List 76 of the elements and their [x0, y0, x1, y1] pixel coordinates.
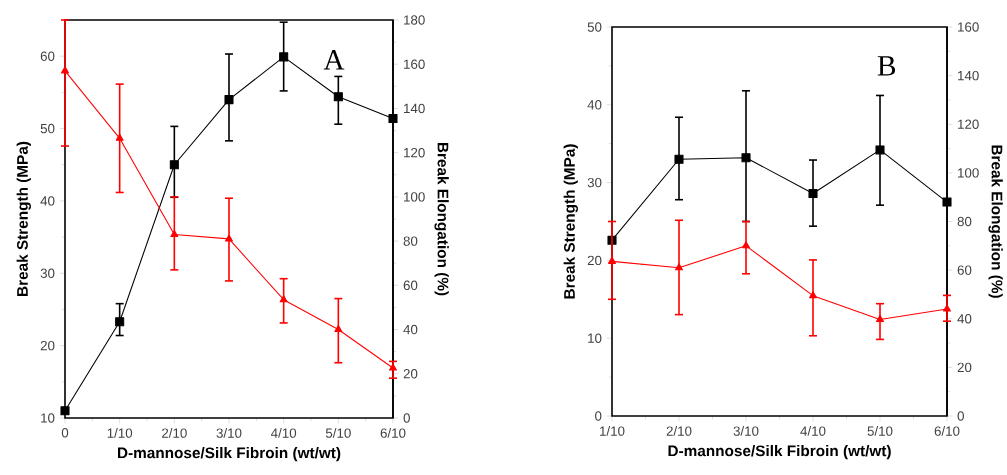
annotation: A	[323, 50, 345, 70]
x-tick-label: 1/10	[107, 428, 133, 438]
y2-tick-label: 140	[958, 70, 979, 81]
y2-tick-label: 40	[957, 314, 972, 324]
y-tick-label: 40	[587, 100, 602, 110]
point	[942, 197, 952, 207]
point	[170, 229, 179, 238]
x-tick-label: 4/10	[271, 428, 297, 438]
x-tick-label: 3/10	[733, 426, 759, 436]
point	[943, 304, 952, 312]
x-tick-label: 6/10	[934, 426, 960, 436]
y-tick-label: 10	[588, 333, 602, 343]
point	[875, 145, 885, 155]
point	[115, 133, 124, 141]
y-axis-title: Break Strength (MPa)	[16, 141, 31, 296]
y2-tick-label: 160	[404, 59, 425, 69]
y-tick-label: 30	[587, 177, 602, 188]
y2-tick-label: 100	[404, 192, 425, 202]
x-tick-label: 0	[61, 428, 69, 438]
x-tick-label: 1/10	[600, 426, 625, 436]
y2-tick-label: 120	[958, 119, 979, 129]
point	[115, 317, 125, 327]
y2-tick-label: 140	[404, 103, 425, 114]
x-axis-title: D-mannose/Silk Fibroin (wt/wt)	[668, 445, 891, 460]
point	[224, 95, 234, 105]
point	[279, 52, 289, 62]
y2-tick-label: 0	[403, 413, 410, 423]
point	[742, 241, 751, 249]
point	[809, 291, 818, 299]
x-tick-label: 6/10	[380, 428, 406, 438]
y2-tick-label: 80	[957, 216, 972, 227]
y2-tick-label: 180	[404, 15, 425, 25]
x-tick-label: 3/10	[216, 428, 242, 438]
y2-tick-label: 40	[403, 324, 418, 335]
point	[334, 325, 343, 333]
y-tick-label: 50	[587, 22, 602, 32]
y2-tick-label: 20	[957, 362, 972, 373]
point	[876, 314, 885, 323]
y-tick-label: 0	[595, 411, 602, 421]
y-tick-label: 20	[587, 255, 602, 266]
point	[674, 154, 684, 164]
x-axis-title: D-mannose/Silk Fibroin (wt/wt)	[118, 447, 341, 462]
y-tick-label: 40	[40, 196, 55, 206]
point	[60, 406, 70, 416]
y-tick-label: 10	[41, 413, 55, 423]
y2-tick-label: 160	[958, 22, 979, 32]
point	[169, 160, 179, 170]
y2-axis-title: Break Elongation (%)	[434, 142, 449, 296]
point	[388, 363, 397, 371]
y-tick-label: 20	[40, 340, 55, 351]
y2-tick-label: 120	[404, 147, 425, 158]
annotation: B	[877, 56, 896, 76]
y-axis-title: Break Strength (MPa)	[563, 144, 578, 299]
point	[741, 153, 751, 163]
point	[333, 92, 343, 102]
y-tick-label: 60	[40, 51, 55, 61]
y-tick-label: 30	[40, 268, 55, 278]
point	[61, 66, 69, 74]
x-tick-label: 2/10	[162, 428, 187, 438]
y2-tick-label: 0	[957, 411, 964, 421]
y2-axis-title: Break Elongation (%)	[988, 145, 1003, 298]
x-tick-label: 2/10	[666, 426, 692, 436]
y-tick-label: 50	[40, 123, 55, 134]
point	[675, 263, 684, 271]
point	[808, 188, 818, 199]
x-tick-label: 5/10	[325, 428, 351, 438]
point	[279, 295, 288, 303]
x-tick-label: 4/10	[800, 426, 826, 436]
y2-tick-label: 100	[958, 168, 979, 178]
point	[224, 234, 233, 242]
y2-tick-label: 20	[403, 369, 418, 379]
y2-tick-label: 60	[957, 265, 972, 275]
y2-tick-label: 80	[403, 236, 418, 246]
x-tick-label: 5/10	[867, 426, 893, 436]
point	[608, 256, 617, 264]
y2-tick-label: 60	[403, 280, 418, 291]
